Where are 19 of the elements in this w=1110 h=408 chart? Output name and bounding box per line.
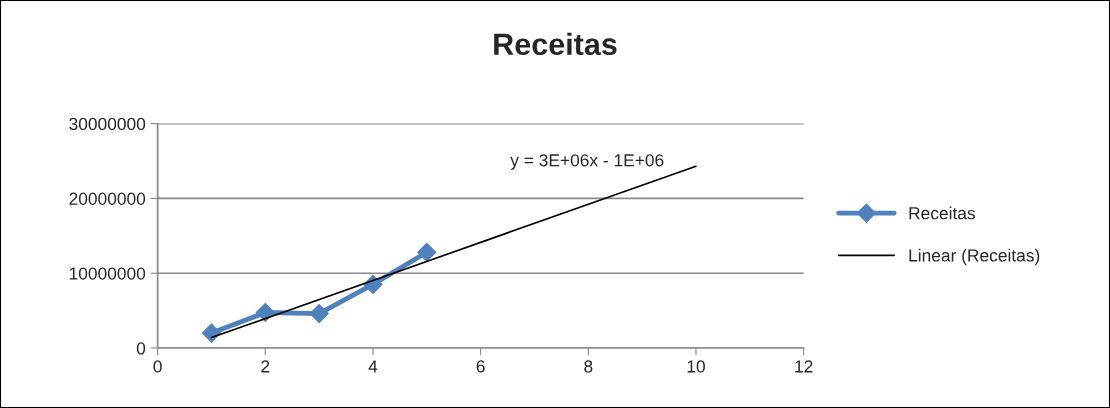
x-tick-label: 10 [687,360,705,373]
point [255,302,275,323]
y-tick-label: 20000000 [69,192,146,205]
point [417,242,437,262]
y-tick-label: 0 [136,342,146,355]
y-tick-label: 30000000 [69,117,146,131]
x-tick-label: 2 [261,360,270,373]
x-tick-label: 8 [584,360,593,373]
x-tick-label: 0 [153,360,162,373]
point [201,323,221,343]
point [309,304,329,324]
legend-label: Linear (Receitas) [909,248,1040,266]
y-tick-label: 10000000 [69,267,146,280]
annotation: y = 3E+06x - 1E+06 [510,154,664,170]
legend-label: Receitas [909,206,976,220]
x-tick-label: 4 [368,360,378,373]
chart-title: Receitas [494,32,617,56]
x-tick-label: 12 [795,360,813,373]
x-tick-label: 6 [476,360,485,373]
